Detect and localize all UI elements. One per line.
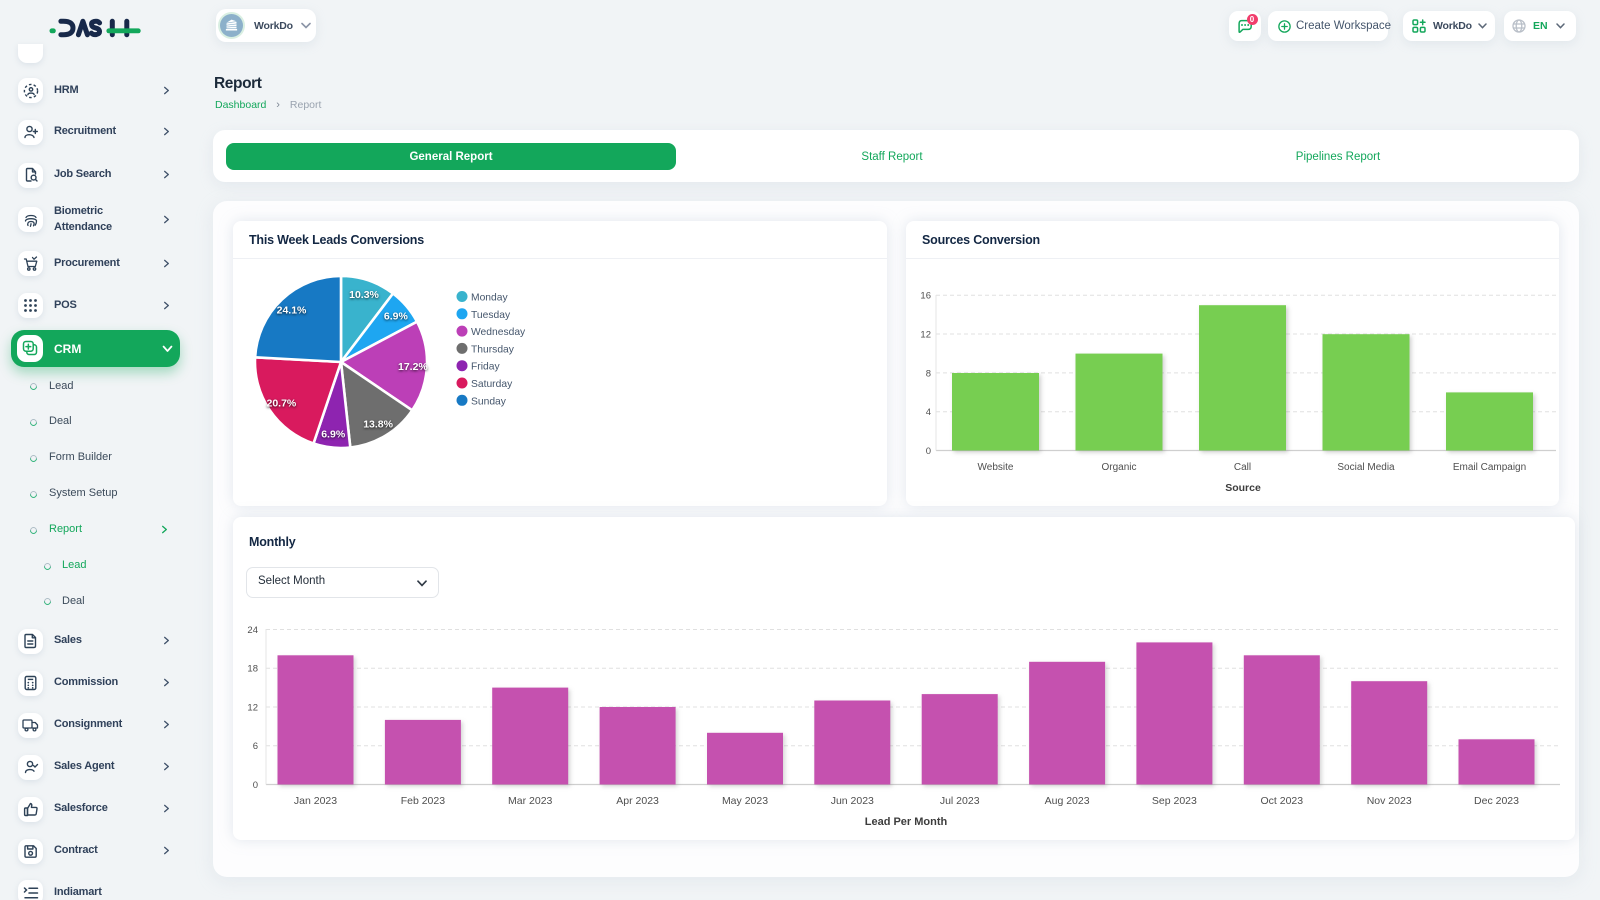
svg-text:16: 16 <box>920 291 931 302</box>
svg-text:24: 24 <box>247 625 258 636</box>
svg-text:Source: Source <box>1225 482 1261 494</box>
svg-text:20.7%: 20.7% <box>267 397 297 409</box>
svg-text:Jan 2023: Jan 2023 <box>294 795 337 807</box>
svg-text:Tuesday: Tuesday <box>471 310 511 321</box>
svg-text:10.3%: 10.3% <box>349 289 379 301</box>
svg-text:Saturday: Saturday <box>471 379 513 390</box>
svg-text:May 2023: May 2023 <box>722 795 768 807</box>
svg-text:Sunday: Sunday <box>471 396 507 407</box>
svg-text:13.8%: 13.8% <box>363 419 393 431</box>
svg-text:Wednesday: Wednesday <box>471 327 526 338</box>
svg-text:8: 8 <box>926 368 931 379</box>
svg-text:Email Campaign: Email Campaign <box>1453 462 1526 473</box>
svg-text:Jun 2023: Jun 2023 <box>831 795 874 807</box>
svg-text:Oct 2023: Oct 2023 <box>1260 795 1303 807</box>
svg-text:Organic: Organic <box>1101 462 1136 473</box>
svg-text:17.2%: 17.2% <box>398 361 428 373</box>
svg-text:6.9%: 6.9% <box>384 310 409 322</box>
svg-text:18: 18 <box>247 664 258 675</box>
svg-text:Mar 2023: Mar 2023 <box>508 795 553 807</box>
svg-text:Apr 2023: Apr 2023 <box>616 795 659 807</box>
svg-text:Aug 2023: Aug 2023 <box>1045 795 1090 807</box>
svg-text:Jul 2023: Jul 2023 <box>940 795 980 807</box>
svg-text:0: 0 <box>253 780 258 791</box>
svg-text:Nov 2023: Nov 2023 <box>1367 795 1412 807</box>
svg-text:Website: Website <box>978 462 1014 473</box>
svg-text:12: 12 <box>920 330 931 341</box>
svg-text:12: 12 <box>247 703 258 714</box>
svg-text:4: 4 <box>926 407 931 418</box>
svg-text:Feb 2023: Feb 2023 <box>401 795 446 807</box>
svg-text:Monday: Monday <box>471 293 508 304</box>
svg-text:Social Media: Social Media <box>1337 462 1395 473</box>
svg-text:0: 0 <box>926 446 931 457</box>
svg-text:6.9%: 6.9% <box>321 429 346 441</box>
svg-text:Thursday: Thursday <box>471 344 515 355</box>
svg-text:6: 6 <box>253 741 258 752</box>
svg-text:Lead Per Month: Lead Per Month <box>865 816 948 828</box>
svg-text:Call: Call <box>1234 462 1251 473</box>
svg-text:Dec 2023: Dec 2023 <box>1474 795 1519 807</box>
svg-text:Sep 2023: Sep 2023 <box>1152 795 1197 807</box>
svg-text:24.1%: 24.1% <box>277 305 307 317</box>
svg-text:Friday: Friday <box>471 362 500 373</box>
